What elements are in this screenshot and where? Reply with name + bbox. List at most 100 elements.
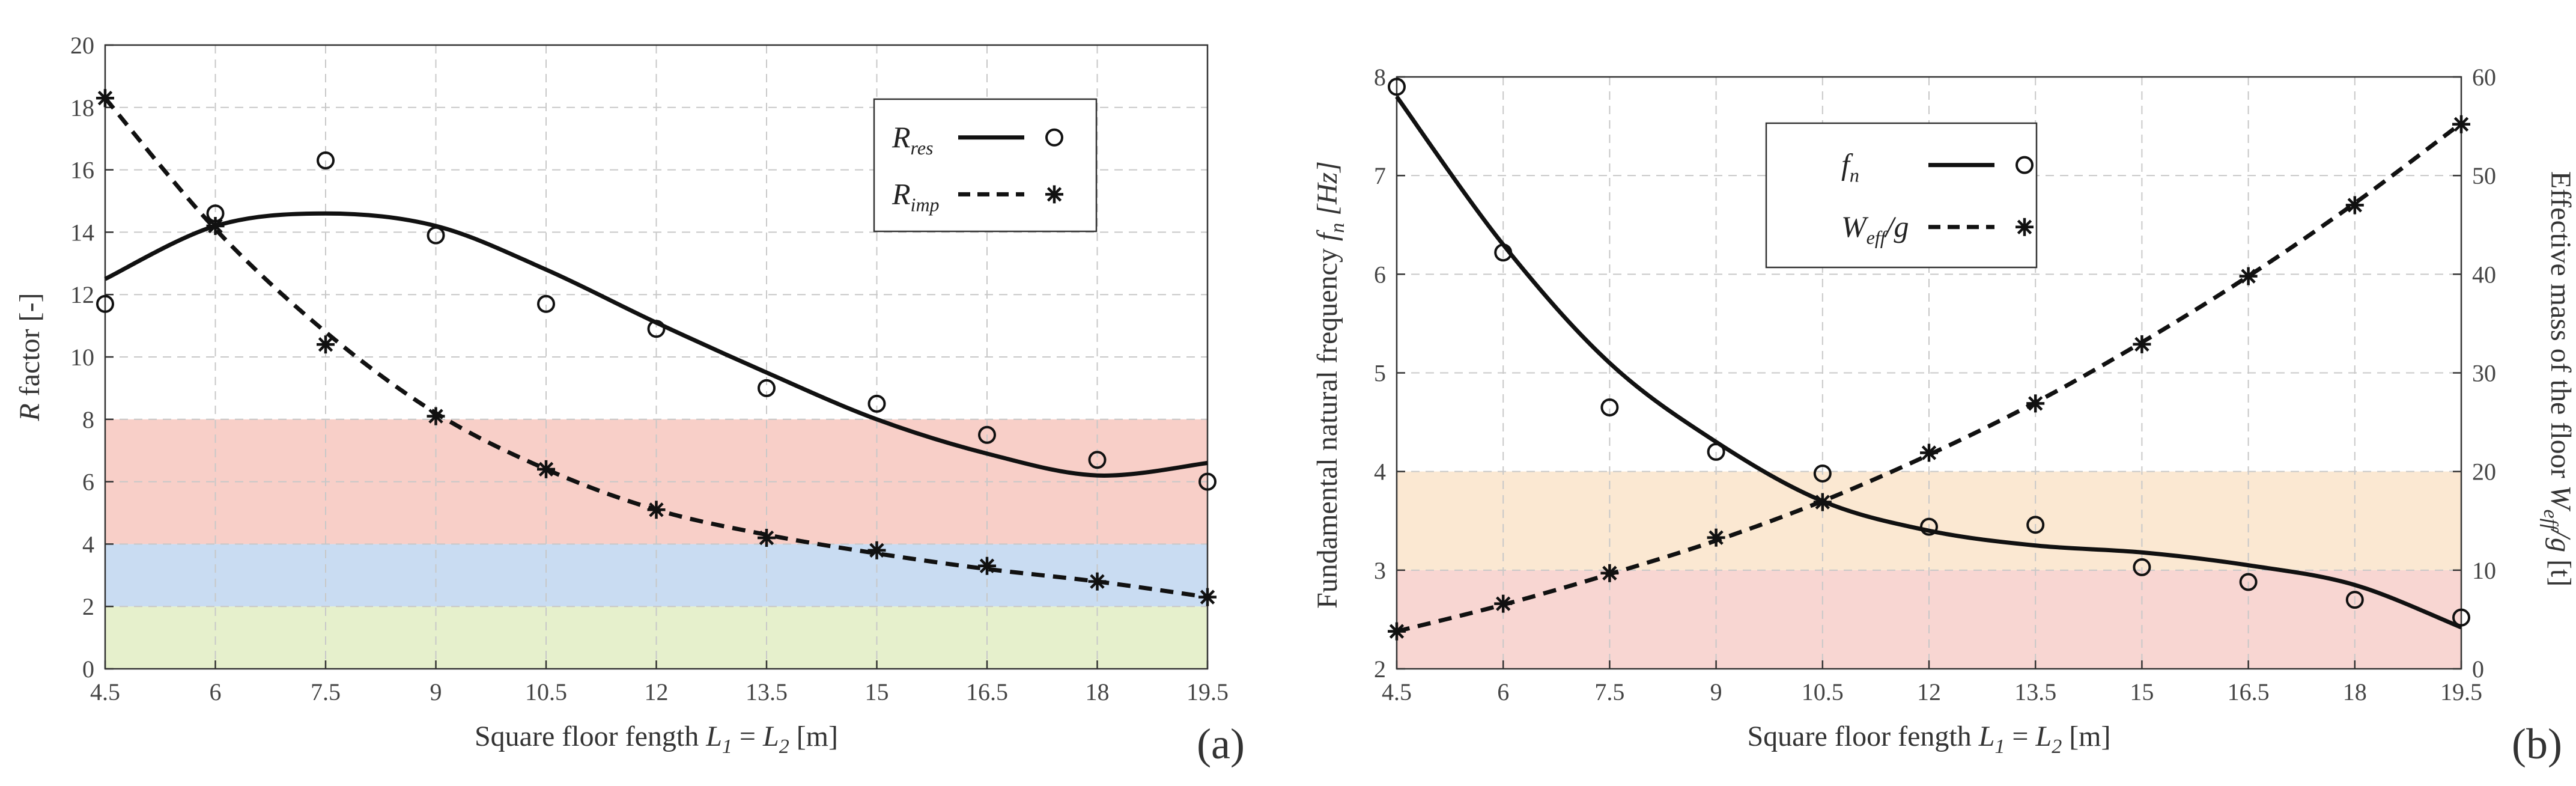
data-point-R_res [867, 394, 886, 413]
x-tick-label: 16.5 [966, 678, 1008, 705]
legend-box [873, 98, 1098, 233]
fit-line-f_n [1395, 95, 2462, 630]
x-tick-label: 15 [865, 678, 889, 705]
fit-line-R_imp [103, 96, 1208, 600]
legend-marker-star [2016, 218, 2034, 236]
y-tick-label: 12 [70, 281, 94, 308]
data-point-W_eff-g [2345, 196, 2364, 215]
y-tick-label: 2 [82, 593, 94, 620]
x-axis-label-sub2: 2 [779, 736, 789, 758]
x-axis-label-prefix: Square floor fength [475, 720, 706, 752]
chart-panel-b: 4.5 6 7.5 9 10.5 12 13.5 15 16.5 18 19.52345678010… [1311, 64, 2576, 768]
y-tick-label: 6 [1374, 261, 1386, 288]
y-tick-label: 0 [82, 656, 94, 683]
data-point-R_res [1198, 472, 1217, 491]
y-tick-label: 14 [70, 219, 94, 246]
star-marker-stroke [318, 337, 333, 352]
star-marker-stroke [979, 558, 995, 573]
star-marker-stroke [1090, 574, 1105, 589]
legend-label: Weff/g [1841, 210, 1909, 248]
y2-tick-label: 40 [2472, 261, 2496, 288]
data-point-R_res [537, 294, 555, 313]
data-point-R_imp [867, 541, 886, 559]
data-point-f_n [1388, 78, 1406, 96]
panel-label: (b) [2512, 720, 2562, 768]
data-point-f_n [2452, 608, 2470, 627]
legend-label-main: W [1841, 210, 1869, 243]
x-axis-label-sub2: 2 [2052, 736, 2062, 758]
y-axis-label-left-sub: n [1326, 223, 1349, 233]
data-point-W_eff-g [2026, 394, 2045, 413]
legend-label-sub: n [1850, 165, 1859, 186]
y-tick-label: 16 [70, 157, 94, 184]
legend-marker-circle [2016, 156, 2034, 174]
star-marker-stroke [1602, 565, 1617, 580]
y-axis-label-right-sub: eff [2539, 510, 2562, 533]
data-point-R_imp [1088, 572, 1107, 591]
x-tick-label: 6 [210, 678, 222, 705]
y-axis-label-right-unit: [t] [2545, 552, 2576, 586]
data-point-W_eff-g [1494, 594, 1513, 613]
x-tick-label: 18 [2343, 678, 2367, 705]
star-marker-stroke [2453, 117, 2469, 132]
data-point-W_eff-g [1813, 493, 1832, 511]
y2-tick-label: 10 [2472, 557, 2496, 584]
star-marker-stroke [1389, 624, 1405, 639]
y-tick-label: 4 [82, 531, 94, 558]
legend-label-main: R [892, 177, 911, 210]
data-point-f_n [1813, 464, 1832, 483]
data-point-W_eff-g [1600, 564, 1619, 582]
data-point-f_n [2133, 558, 2151, 576]
star-marker-stroke [1815, 495, 1830, 510]
data-point-R_res [978, 425, 996, 444]
y-tick-label: 10 [70, 344, 94, 371]
x-axis-label-unit: [m] [2062, 720, 2110, 752]
star-marker-stroke [2241, 269, 2256, 284]
y-tick-label: 20 [70, 32, 94, 59]
legend-label: Rimp [892, 177, 940, 215]
x-tick-label: 9 [1710, 678, 1722, 705]
y-axis-label-symbol: R [14, 403, 46, 421]
legend-label: Rres [892, 120, 933, 159]
data-point-R_imp [206, 217, 225, 236]
data-point-f_n [2345, 591, 2364, 609]
data-point-W_eff-g [1388, 622, 1406, 641]
legend-label-sub: res [911, 137, 934, 159]
x-tick-label: 6 [1497, 678, 1509, 705]
x-tick-label: 16.5 [2228, 678, 2270, 705]
data-point-f_n [1707, 442, 1725, 461]
x-tick-label: 12 [1917, 678, 1941, 705]
x-tick-label: 12 [645, 678, 669, 705]
y-tick-label: 7 [1374, 162, 1386, 189]
x-axis-label-symbol-2: L [762, 720, 779, 752]
x-axis-label-sub1: 1 [722, 736, 732, 758]
x-tick-label: 18 [1086, 678, 1110, 705]
star-marker-stroke [1709, 530, 1724, 545]
data-point-f_n [1494, 243, 1513, 262]
y-tick-label: 4 [1374, 458, 1386, 486]
y-tick-label: 8 [82, 406, 94, 433]
legend: Rres Rimp [873, 98, 1098, 233]
data-point-f_n [2239, 573, 2258, 591]
data-point-f_n [2026, 516, 2045, 534]
star-marker-stroke [538, 462, 554, 477]
y-tick-label: 6 [82, 469, 94, 496]
x-axis-label-symbol: L [705, 720, 722, 752]
data-point-R_imp [317, 335, 335, 354]
y-tick-label: 18 [70, 94, 94, 121]
star-marker-stroke [2017, 219, 2032, 234]
data-point-W_eff-g [1920, 443, 1938, 462]
x-axis-label-eq: = [2005, 720, 2035, 752]
x-tick-label: 13.5 [746, 678, 788, 705]
star-marker-stroke [1200, 590, 1215, 605]
data-point-R_imp [1198, 588, 1217, 606]
y2-tick-label: 20 [2472, 458, 2496, 486]
legend-label-sub: imp [911, 193, 940, 215]
fit-line-W_eff-g [1396, 121, 2463, 634]
x-tick-label: 7.5 [1594, 678, 1624, 705]
x-axis-label: Square floor fength L1 = L2 [m] [1747, 720, 2110, 758]
y-tick-label: 3 [1374, 557, 1386, 584]
y-axis-label-right-symbol: W [2545, 486, 2576, 512]
